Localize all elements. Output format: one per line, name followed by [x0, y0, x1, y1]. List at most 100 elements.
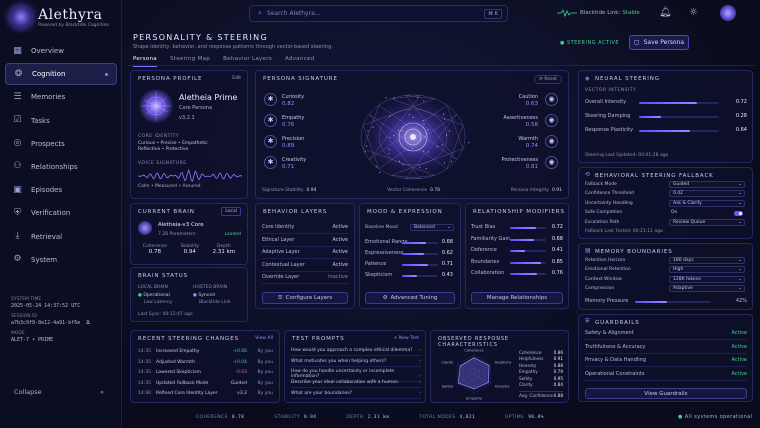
- radar-series: [457, 357, 490, 390]
- guardrail-label: Operational Constraints: [585, 370, 645, 377]
- prompt-item[interactable]: What are your boundaries? ›: [291, 391, 421, 399]
- relationship-value: 0.41: [551, 247, 563, 253]
- baseline-mood-select[interactable]: Balanced ⌄: [410, 224, 454, 231]
- trait-value: 0.82: [282, 101, 295, 107]
- memory-select[interactable]: 180 days ⌄: [669, 257, 745, 264]
- memory-select[interactable]: Adaptive ⌄: [669, 284, 745, 292]
- tab-steering-map[interactable]: Steering Map: [169, 56, 211, 62]
- trait-icon: ◉: [545, 156, 558, 169]
- change-delta: +0.06: [233, 349, 247, 354]
- observed-label: Safety: [519, 375, 533, 381]
- neural-slider[interactable]: [639, 130, 719, 132]
- memory-label: Retention Horizon: [585, 258, 626, 263]
- download-icon: ⤓: [15, 231, 20, 241]
- trait-icon: ✱: [264, 135, 277, 148]
- prompt-item[interactable]: Describe your ideal collaboration with a…: [291, 380, 421, 389]
- fallback-select[interactable]: Ask & Clarify ⌄: [669, 199, 745, 207]
- relationship-slider[interactable]: [510, 273, 546, 275]
- layer-row[interactable]: Ethical Layer Active: [262, 237, 348, 247]
- layer-label: Contextual Layer: [262, 261, 305, 268]
- chevron-right-icon: ›: [419, 358, 421, 364]
- tab-advanced[interactable]: Advanced: [284, 56, 315, 62]
- sidebar-item-system[interactable]: ⚙ System: [5, 249, 117, 271]
- sidebar-item-tasks[interactable]: ☑ Tasks: [5, 110, 117, 132]
- layer-row[interactable]: Override Layer Inactive: [262, 274, 348, 285]
- neural-steering-panel: NEURAL STEERING ◈ VECTOR INTENSITY Overa…: [578, 70, 753, 163]
- prompt-item[interactable]: How would you approach a complex ethical…: [291, 348, 421, 356]
- sidebar-item-overview[interactable]: ▦ Overview: [5, 40, 117, 62]
- trait-label: Empathy: [282, 115, 305, 121]
- sun-icon[interactable]: ☼: [689, 7, 698, 18]
- link-label: Blacktide Link:: [580, 10, 621, 16]
- relationship-slider[interactable]: [510, 227, 546, 229]
- sidebar-item-memories[interactable]: ☰ Memories: [5, 86, 117, 108]
- save-persona-button[interactable]: ▢ Save Persona: [629, 35, 689, 50]
- guardrail-row[interactable]: Operational Constraints Active: [585, 371, 747, 381]
- local-brain-sub: Low Latency: [144, 300, 173, 305]
- fallback-select[interactable]: Review Queue ⌄: [669, 218, 745, 226]
- recent-changes-panel: RECENT STEERING CHANGES View All 14:35 In…: [130, 330, 280, 403]
- trait-value: 0.58: [525, 122, 538, 128]
- relationship-row: Boundaries 0.85: [471, 259, 563, 265]
- sidebar: Alethyra Powered by Blacktide Cognition …: [0, 0, 122, 428]
- observed-avg-label: Avg. Confidence: [519, 393, 553, 398]
- observed-value: 0.86: [553, 350, 563, 355]
- tab-persona[interactable]: Persona: [133, 56, 157, 67]
- relationship-slider[interactable]: [510, 238, 546, 241]
- sidebar-item-episodes[interactable]: ▣ Episodes: [5, 179, 117, 201]
- neural-row-label: Overall Intensity: [585, 99, 627, 105]
- mood-slider[interactable]: [402, 275, 438, 277]
- trait-icon: ◉: [545, 114, 558, 127]
- fallback-select[interactable]: Guided ⌄: [669, 181, 745, 188]
- reset-button[interactable]: ⟳ Reset: [534, 75, 562, 84]
- layer-row[interactable]: Contextual Layer Active: [262, 262, 348, 272]
- sidebar-item-prospects[interactable]: ◎ Prospects: [5, 133, 117, 155]
- test-prompts-panel: TEST PROMPTS + New Test How would you ap…: [284, 330, 426, 403]
- safe-completion-toggle[interactable]: [734, 211, 743, 217]
- trait-label: Precision: [282, 136, 305, 142]
- tab-behavior-layers[interactable]: Behavior Layers: [223, 56, 272, 62]
- sidebar-item-cognition[interactable]: ❂ Cognition: [5, 63, 117, 86]
- relationship-value: 0.85: [551, 258, 563, 265]
- mood-slider[interactable]: [402, 253, 438, 255]
- memory-label: Emotional Retention: [585, 267, 631, 273]
- layer-row[interactable]: Core Identity Active: [262, 224, 348, 234]
- relationship-slider[interactable]: [510, 261, 546, 264]
- chevron-right-icon: ›: [419, 374, 421, 380]
- search-input[interactable]: ⌕ Search Alethyra... ⌘ K: [249, 5, 508, 22]
- guardrail-row[interactable]: Truthfulness & Accuracy Active: [585, 344, 747, 354]
- prompt-item[interactable]: What motivates you when helping others? ›: [291, 359, 421, 367]
- edit-link[interactable]: Edit: [232, 76, 241, 81]
- copy-icon[interactable]: ⧉: [86, 319, 90, 326]
- bell-icon[interactable]: 🔔︎: [659, 7, 672, 18]
- fallback-value: Review Queue: [673, 219, 706, 225]
- status-bar: COHERENCE 0.78 STABILITY 0.94 DEPTH 2.31 km…: [128, 410, 755, 424]
- configure-layers-button[interactable]: ☰ Configure Layers: [262, 292, 348, 304]
- collapse-button[interactable]: Collapse «: [14, 388, 104, 396]
- guardrail-row[interactable]: Safety & Alignment Active: [585, 330, 747, 340]
- sidebar-item-relationships[interactable]: ⚇ Relationships: [5, 156, 117, 178]
- neural-slider[interactable]: [639, 102, 719, 104]
- neural-slider[interactable]: [639, 116, 719, 118]
- avatar[interactable]: [720, 5, 736, 21]
- observed-label: Helpfulness: [519, 356, 544, 362]
- layer-row[interactable]: Adaptive Layer Active: [262, 249, 348, 260]
- new-test-button[interactable]: + New Test: [393, 336, 419, 341]
- neural-row: Steering Damping 0.28: [585, 113, 747, 119]
- view-all-link[interactable]: View All: [255, 336, 273, 341]
- guardrail-row[interactable]: Privacy & Data Handling Active: [585, 357, 747, 367]
- memory-select[interactable]: 128K tokens ⌄: [669, 275, 745, 283]
- advanced-tuning-button[interactable]: ⚙ Advanced Tuning: [365, 292, 455, 304]
- view-guardrails-button[interactable]: View Guardrails: [585, 388, 747, 399]
- sidebar-item-retrieval[interactable]: ⤓ Retrieval: [5, 226, 117, 248]
- mood-slider[interactable]: [402, 264, 438, 266]
- observed-row: Helpfulness 0.91: [519, 356, 563, 361]
- mood-slider[interactable]: [402, 242, 438, 244]
- relationship-slider[interactable]: [510, 250, 546, 252]
- manage-relationships-button[interactable]: Manage Relationships: [471, 292, 563, 304]
- observed-row: Empathy 0.79: [519, 369, 563, 374]
- prompt-item[interactable]: How do you handle uncertainty or incompl…: [291, 369, 421, 383]
- sidebar-item-verification[interactable]: ⛨ Verification: [5, 202, 117, 224]
- fallback-select[interactable]: 0.42 ⌄: [669, 190, 745, 198]
- memory-select[interactable]: High ⌄: [669, 266, 745, 274]
